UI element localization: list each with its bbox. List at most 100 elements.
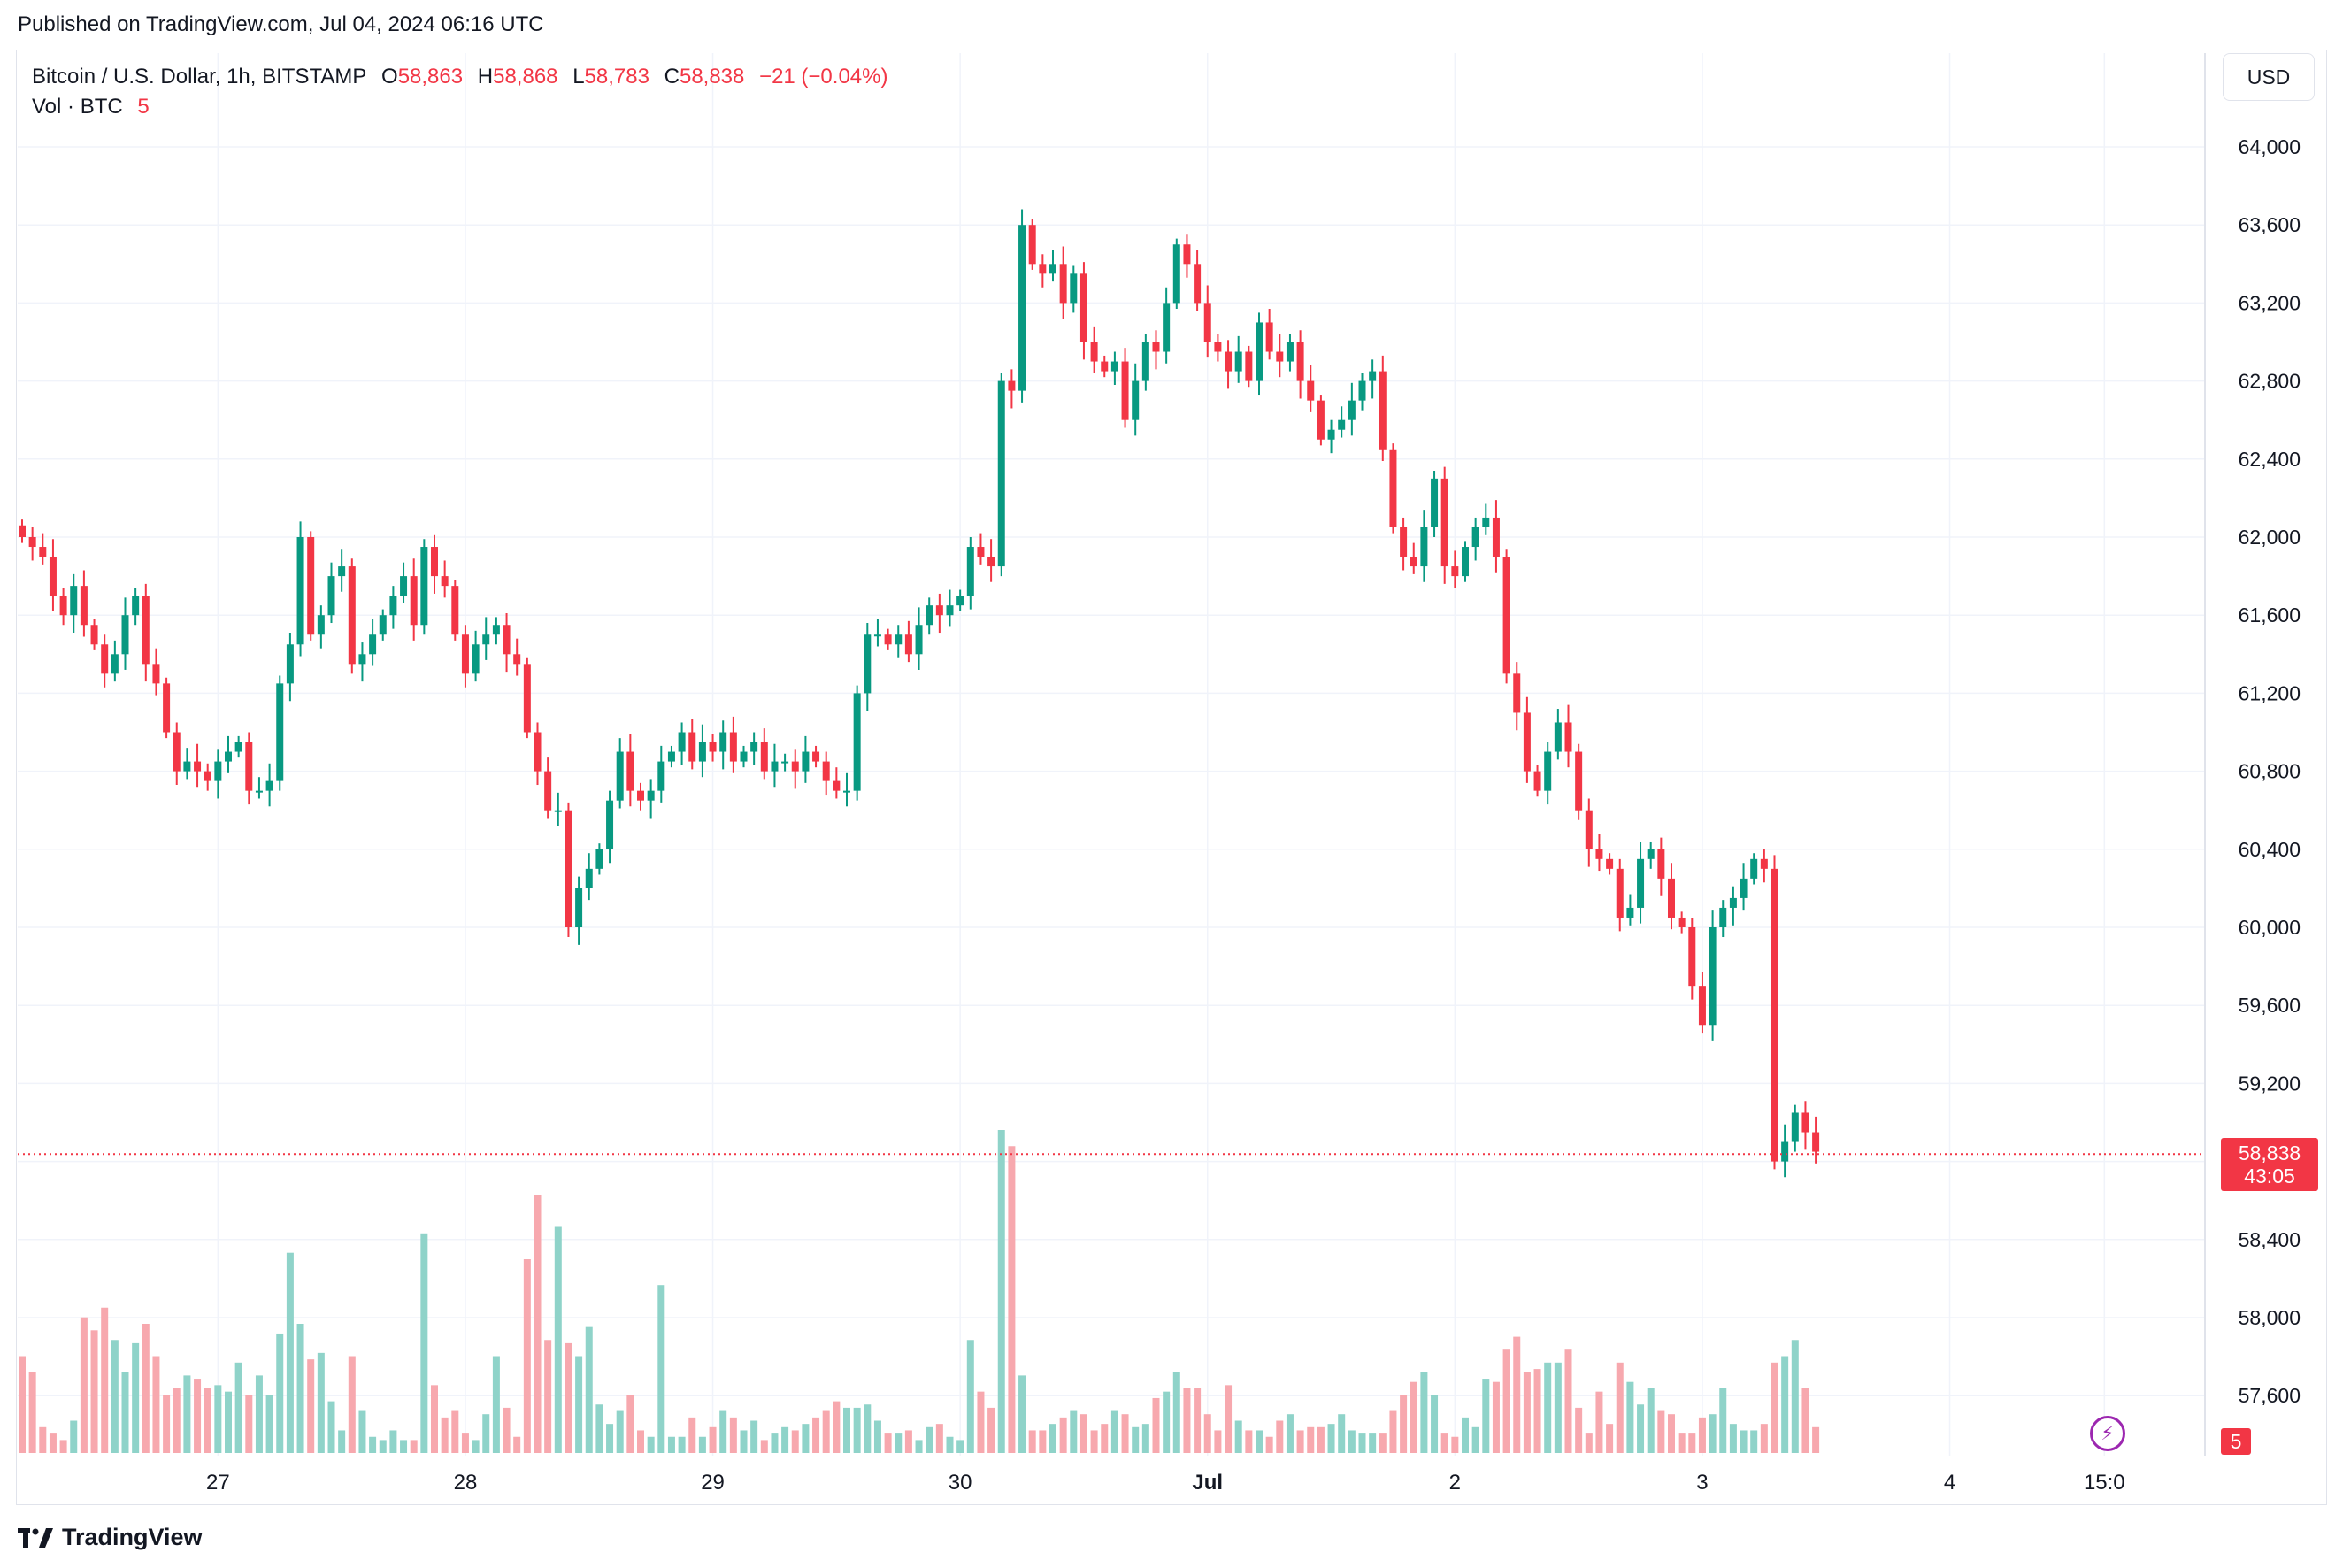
volume-bar [523, 1259, 531, 1453]
candle-body [1070, 273, 1078, 304]
volume-bar [1637, 1404, 1645, 1453]
candle-body [461, 634, 469, 674]
lightning-icon[interactable]: ⚡ [2090, 1416, 2125, 1451]
price-tick-label: 58,000 [2239, 1306, 2301, 1329]
volume-bar [1358, 1433, 1366, 1453]
candle-body [1059, 264, 1067, 304]
volume-bar [1729, 1424, 1737, 1453]
candle-body [1225, 351, 1233, 372]
candle-body [1564, 722, 1572, 752]
candle-body [338, 566, 346, 577]
candle-body [1781, 1141, 1789, 1162]
volume-bar [121, 1372, 129, 1453]
candle-body [369, 634, 377, 655]
volume-bar [214, 1385, 222, 1453]
volume-bar [49, 1433, 57, 1453]
candle-body [472, 644, 480, 674]
candles [19, 209, 1820, 1178]
time-tick-label: 15:0 [2084, 1471, 2125, 1495]
price-tick-label: 59,600 [2239, 994, 2301, 1017]
volume-bar [802, 1424, 810, 1453]
volume-bar [781, 1426, 789, 1453]
volume-bar [1132, 1426, 1140, 1453]
legend-volume-value: 5 [137, 95, 150, 119]
candle-body [90, 625, 98, 645]
candle-body [1482, 517, 1490, 527]
candle-body [544, 771, 552, 811]
volume-bar [369, 1436, 377, 1453]
volume-bar [1513, 1336, 1521, 1453]
candle-body [1606, 858, 1614, 869]
volume-bar [1492, 1381, 1500, 1453]
volume-bar [1585, 1433, 1593, 1453]
volume-bar [255, 1375, 263, 1453]
volume-bar [1523, 1372, 1531, 1453]
volume-bar [317, 1352, 325, 1453]
volume-bar [1327, 1424, 1335, 1453]
volume-bar [853, 1407, 861, 1453]
volume-bar [657, 1285, 665, 1453]
volume-bar [225, 1391, 232, 1453]
candle-body [132, 596, 140, 616]
candle-body [667, 751, 675, 762]
candle-body [245, 742, 253, 791]
volume-bar [461, 1433, 469, 1453]
candle-body [1265, 322, 1273, 352]
volume-bar [1369, 1433, 1377, 1453]
volume-bar [482, 1414, 490, 1453]
volume-bar [286, 1252, 294, 1453]
candle-body [935, 605, 943, 616]
volume-bar [1678, 1433, 1686, 1453]
volume-bar [1760, 1424, 1768, 1453]
price-tick-label: 62,000 [2239, 526, 2301, 549]
volume-bar [307, 1359, 315, 1453]
volume-bar [28, 1372, 36, 1453]
candle-body [276, 683, 284, 781]
candle-body [234, 742, 242, 752]
volume-bar [1462, 1417, 1469, 1453]
price-tick-label: 60,400 [2239, 838, 2301, 861]
volume-bar [1400, 1395, 1408, 1453]
candle-body [523, 664, 531, 733]
volume-bar [791, 1430, 799, 1453]
candle-body [595, 849, 603, 869]
volume-bar [1740, 1430, 1748, 1453]
legend-open-label: O [381, 65, 398, 88]
volume-bar [420, 1233, 428, 1453]
candle-body [781, 761, 789, 764]
candle-body [534, 732, 542, 772]
volume-bar [575, 1356, 583, 1453]
time-tick-label: 27 [206, 1471, 230, 1495]
candle-body [812, 751, 820, 762]
candle-body [915, 625, 923, 655]
volume-bar [327, 1401, 335, 1453]
candle-body [1471, 527, 1479, 548]
candle-body [327, 576, 335, 616]
volume-bar [80, 1317, 88, 1453]
tradingview-logo[interactable]: TradingView [18, 1524, 203, 1551]
volume-bar [70, 1420, 78, 1453]
volume-bar [1657, 1410, 1665, 1453]
legend-row-volume: Vol · BTC 5 [32, 92, 887, 122]
candle-body [1172, 244, 1180, 304]
candle-body [657, 761, 665, 791]
candle-body [503, 625, 511, 655]
volume-bar [1152, 1397, 1160, 1453]
volume-bar [709, 1426, 717, 1453]
candle-body [1327, 429, 1335, 440]
volume-bar [1110, 1410, 1118, 1453]
candle-body [204, 771, 211, 781]
time-tick-label: 28 [454, 1471, 478, 1495]
candle-body [1410, 557, 1417, 567]
candle-body [606, 800, 614, 849]
candle-body [873, 634, 881, 637]
candle-body [1575, 751, 1583, 811]
candle-body [1338, 419, 1346, 430]
candle-body [926, 605, 933, 626]
candle-body [864, 634, 872, 694]
currency-button[interactable]: USD [2223, 53, 2315, 101]
candle-body [1194, 264, 1202, 304]
candle-body [750, 742, 758, 752]
candle-body [1028, 225, 1036, 265]
